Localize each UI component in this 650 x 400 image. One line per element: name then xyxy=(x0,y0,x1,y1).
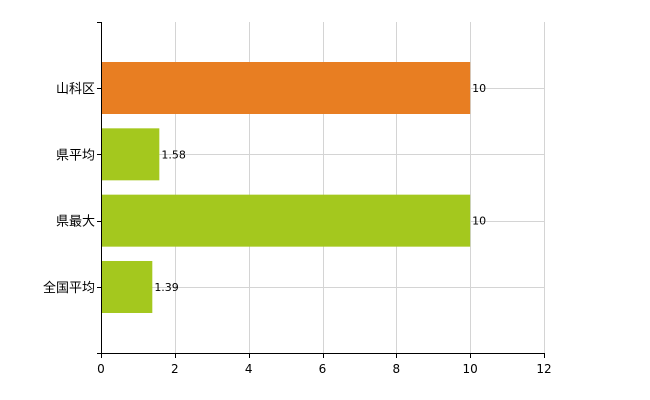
bar-0 xyxy=(101,62,471,114)
bar-1 xyxy=(101,128,160,181)
x-tick-label-4: 8 xyxy=(393,362,401,376)
data-label-0: 10 xyxy=(472,82,486,95)
category-label-2: 県最大 xyxy=(56,215,95,230)
category-label-3: 全国平均 xyxy=(43,280,95,296)
bar-2 xyxy=(101,194,471,247)
x-tick-label-3: 6 xyxy=(319,362,327,376)
x-tick-label-0: 0 xyxy=(97,362,105,376)
bars xyxy=(101,62,471,313)
labels: 10 山科区 1.58 県平均 10 県最大 1.39 全国平均 0 2 4 6 8 10 12 xyxy=(43,82,552,376)
x-tick-label-6: 12 xyxy=(536,362,551,376)
bar-3 xyxy=(101,260,153,313)
x-tick-label-2: 4 xyxy=(245,362,253,376)
x-tick-label-1: 2 xyxy=(171,362,179,376)
data-label-1: 1.58 xyxy=(161,148,186,161)
x-tick-label-5: 10 xyxy=(463,362,478,376)
category-label-0: 山科区 xyxy=(56,82,95,97)
category-label-1: 県平均 xyxy=(56,148,95,163)
data-label-2: 10 xyxy=(472,215,486,228)
data-label-3: 1.39 xyxy=(154,281,179,294)
ticks xyxy=(97,22,545,358)
